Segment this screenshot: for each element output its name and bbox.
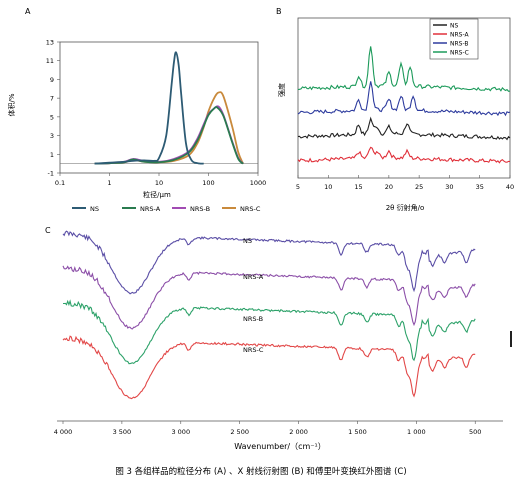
- panel-c-series-label: NRS-C: [243, 346, 264, 354]
- panel-a-legend-label: NRS-A: [140, 205, 161, 213]
- panel-a-x-tick-label: 100: [202, 179, 214, 187]
- panel-b-legend-label: NS: [450, 23, 458, 30]
- panel-a-letter: A: [25, 7, 31, 16]
- panel-b-series-nrs-b: [297, 81, 511, 117]
- panel-c-x-tick-label: 3 500: [113, 428, 132, 436]
- panel-c-series-label: NS: [243, 237, 252, 245]
- panel-b-x-tick-label: 10: [324, 183, 332, 191]
- panel-c-x-label: Wavenumber/（cm⁻¹）: [234, 442, 326, 451]
- panel-b-x-label: 2θ 衍射角/o: [386, 203, 425, 212]
- panel-b-series-nrs-a: [297, 146, 510, 164]
- panel-a-legend-label: NS: [90, 205, 99, 213]
- panel-b-xrd: B 5 10 15 20 25 30 35 40 强度 2θ 衍射角/o NS NRS-A NRS…: [276, 7, 514, 212]
- panel-a-legend-label: NRS-B: [190, 205, 210, 213]
- panel-c-x-tick-label: 500: [469, 428, 481, 436]
- panel-c-x-tick-label: 3 000: [171, 428, 190, 436]
- panel-b-x-tick-label: 40: [506, 183, 514, 191]
- panel-b-series-nrs-c: [297, 46, 511, 92]
- panel-a-y-tick-label: 7: [50, 95, 54, 103]
- panel-b-x-tick-label: 25: [415, 183, 423, 191]
- panel-a-y-tick-label: -1: [48, 170, 54, 178]
- panel-b-letter: B: [276, 7, 282, 16]
- panel-a-y-tick-label: 11: [46, 57, 54, 65]
- panel-a-y-tick-label: 9: [50, 76, 54, 84]
- panel-b-legend-label: NRS-C: [450, 50, 469, 57]
- text-cursor-bar: [510, 331, 512, 347]
- panel-a-plot-frame: [59, 41, 259, 174]
- panel-c-series-nrs-c: [62, 335, 476, 400]
- panel-a-y-tick-label: 1: [50, 151, 54, 159]
- figure-caption: 图 3 各组样品的粒径分布 (A) 、X 射线衍射图 (B) 和傅里叶变换红外图…: [115, 466, 406, 477]
- panel-b-x-tick-label: 5: [296, 183, 300, 191]
- panel-a-y-tick-label: 3: [50, 132, 54, 140]
- panel-b-x-tick-label: 30: [445, 183, 453, 191]
- panel-a-series-nrs-c: [94, 91, 244, 165]
- panel-c-ftir: C 4 000 3 500 3 000 2 500 2 000 1 500 1 000 500…: [45, 226, 503, 451]
- panel-b-x-tick-label: 20: [385, 183, 393, 191]
- panel-a-y-label: 体积/%: [7, 93, 16, 116]
- panel-b-x-tick-label: 35: [476, 183, 484, 191]
- panel-b-y-label: 强度: [277, 83, 286, 97]
- panel-c-series-ns: [62, 230, 476, 295]
- panel-a-x-tick-label: 1000: [250, 179, 267, 187]
- panel-c-x-tick-label: 2 000: [289, 428, 308, 436]
- panel-c-letter: C: [45, 226, 51, 235]
- panel-a-x-label: 粒径/μm: [143, 190, 171, 199]
- panel-c-x-tick-label: 2 500: [230, 428, 249, 436]
- panel-c-series-nrs-b: [63, 299, 476, 365]
- panel-a-y-tick-label: 13: [46, 39, 54, 47]
- panel-c-series-label: NRS-B: [243, 315, 263, 323]
- panel-a-x-tick-label: 1: [107, 179, 111, 187]
- panel-a-x-tick-label: 0.1: [55, 179, 65, 187]
- panel-c-x-tick-label: 1 000: [407, 428, 426, 436]
- panel-c-series-label: NRS-A: [243, 273, 264, 281]
- panel-c-series-nrs-a: [62, 265, 476, 330]
- panel-a-series-ns: [94, 51, 204, 165]
- panel-a-legend-label: NRS-C: [240, 205, 261, 213]
- panel-b-plot-frame: [297, 17, 511, 179]
- panel-a-x-tick-label: 10: [155, 179, 163, 187]
- panel-a-series-nrs-a: [94, 106, 244, 165]
- panel-b-legend: NS NRS-A NRS-B NRS-C: [429, 18, 479, 60]
- panel-b-legend-label: NRS-A: [450, 32, 469, 39]
- panel-c-x-tick-label: 1 500: [348, 428, 367, 436]
- panel-b-series-ns: [297, 116, 511, 141]
- panel-c-x-tick-label: 4 000: [54, 428, 73, 436]
- panel-a-legend: NS NRS-A NRS-B NRS-C: [72, 205, 261, 213]
- panel-b-x-tick-label: 15: [354, 183, 362, 191]
- panel-a-y-tick-label: 5: [50, 113, 54, 121]
- panel-b-legend-label: NRS-B: [450, 41, 469, 48]
